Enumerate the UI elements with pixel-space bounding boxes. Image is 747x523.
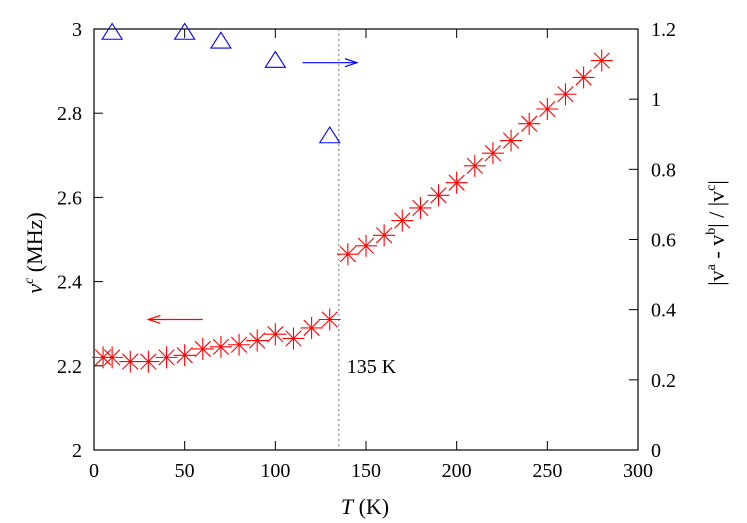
- data-point-triangle-2: [209, 31, 232, 49]
- data-point-asterisk-20: [445, 171, 468, 194]
- y-right-tick-labels: 0 0.2 0.4 0.6 0.8 1 1.2: [651, 19, 676, 462]
- y-right-axis-title-sup2: b: [704, 228, 719, 235]
- data-point-asterisk-7: [209, 335, 232, 358]
- transition-label: 135 K: [347, 356, 397, 378]
- x-tick-label-5: 250: [532, 460, 562, 482]
- data-point-asterisk-23: [500, 129, 523, 152]
- data-point-asterisk-28: [590, 49, 613, 72]
- y-right-axis-title-part4: |: [704, 180, 729, 184]
- ticks-layer: [93, 28, 639, 451]
- y-left-axis-title-symbol: v: [22, 284, 47, 294]
- y-left-axis-title-sup: c: [22, 277, 37, 284]
- y-right-axis-title-sup3: c: [704, 185, 719, 191]
- data-point-asterisk-12: [300, 316, 323, 339]
- data-point-triangle-1: [173, 22, 196, 40]
- y-left-tick-labels: 2 2.2 2.4 2.6 2.8 3: [57, 19, 82, 462]
- x-tick-label-2: 100: [260, 460, 290, 482]
- x-tick-label-4: 200: [442, 460, 472, 482]
- data-point-asterisk-19: [427, 184, 450, 207]
- data-point-asterisk-9: [246, 329, 269, 352]
- data-point-asterisk-27: [572, 66, 595, 89]
- x-axis-title: T (K): [341, 494, 389, 519]
- transition-layer: 135 K: [338, 29, 397, 450]
- data-point-triangle-0: [101, 22, 124, 40]
- y-left-tick-label-5: 3: [72, 19, 82, 41]
- y-left-tick-label-2: 2.4: [57, 272, 82, 294]
- x-tick-label-1: 50: [175, 460, 195, 482]
- data-point-asterisk-24: [518, 112, 541, 135]
- y-right-axis-title-sup1: a: [704, 263, 719, 270]
- data-point-asterisk-3: [137, 350, 160, 373]
- y-right-axis-title-part1: |v: [704, 270, 729, 285]
- y-right-tick-label-0: 0: [651, 440, 661, 462]
- data-point-asterisk-21: [463, 154, 486, 177]
- x-tick-label-6: 300: [623, 460, 653, 482]
- y-right-tick-label-6: 1.2: [651, 19, 676, 41]
- y-left-axis-title: vc (MHz): [22, 212, 47, 293]
- y-right-axis-title-part2: - v: [704, 235, 729, 264]
- y-left-tick-label-1: 2.2: [57, 356, 82, 378]
- x-tick-labels: 0 50 100 150 200 250 300: [89, 460, 653, 482]
- arrow-0: [146, 314, 203, 325]
- data-point-asterisk-4: [155, 346, 178, 369]
- y-right-tick-label-4: 0.8: [651, 159, 676, 181]
- y-left-tick-label-4: 2.8: [57, 103, 82, 125]
- y-right-tick-label-2: 0.4: [651, 300, 676, 322]
- data-point-asterisk-16: [373, 224, 396, 247]
- data-point-asterisk-25: [536, 97, 559, 120]
- series-0: [92, 49, 613, 373]
- series-1: [101, 22, 341, 144]
- arrows-layer: [146, 58, 359, 325]
- y-right-tick-label-5: 1: [651, 89, 661, 111]
- y-left-tick-label-0: 2: [72, 440, 82, 462]
- data-point-asterisk-13: [318, 308, 341, 331]
- y-right-axis-title-part3: | / |v: [704, 191, 729, 228]
- data-point-asterisk-11: [282, 327, 305, 350]
- y-right-tick-label-3: 0.6: [651, 230, 676, 252]
- data-point-triangle-4: [318, 125, 341, 144]
- data-point-asterisk-17: [391, 209, 414, 232]
- series-layer: [92, 22, 613, 373]
- data-point-asterisk-10: [264, 323, 287, 346]
- data-point-asterisk-1: [101, 346, 124, 369]
- x-tick-label-0: 0: [89, 460, 99, 482]
- y-left-axis-title-unit: (MHz): [22, 212, 47, 277]
- data-point-asterisk-8: [228, 333, 251, 356]
- x-axis-title-unit: (K): [353, 494, 389, 519]
- data-point-asterisk-15: [355, 234, 377, 257]
- data-point-triangle-3: [264, 50, 287, 68]
- data-point-asterisk-14: [336, 243, 359, 266]
- data-point-asterisk-26: [554, 83, 577, 106]
- data-point-asterisk-18: [409, 196, 432, 219]
- y-right-axis-title: |va - vb| / |vc|: [704, 180, 729, 286]
- y-right-tick-label-1: 0.2: [651, 370, 676, 392]
- data-point-asterisk-6: [191, 337, 214, 360]
- x-tick-label-3: 150: [351, 460, 381, 482]
- data-point-asterisk-5: [173, 344, 196, 367]
- arrow-1: [302, 58, 359, 68]
- x-axis-title-symbol: T: [341, 494, 355, 519]
- y-left-tick-label-3: 2.6: [57, 187, 82, 209]
- data-point-asterisk-22: [481, 142, 504, 165]
